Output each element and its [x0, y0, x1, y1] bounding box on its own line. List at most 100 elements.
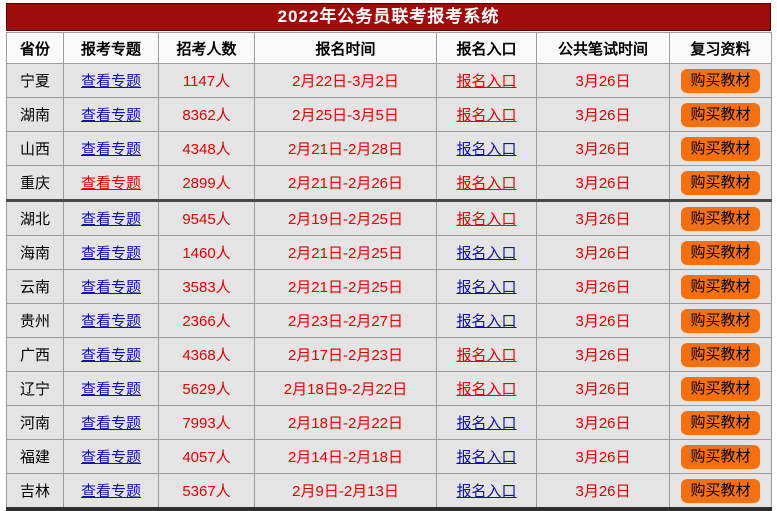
topic-cell: 查看专题	[63, 405, 159, 440]
view-topic-link[interactable]: 查看专题	[80, 141, 141, 158]
registration-entry-link[interactable]: 报名入口	[456, 347, 517, 364]
topic-cell: 查看专题	[63, 269, 159, 304]
buy-materials-button[interactable]: 购买教材	[681, 102, 760, 127]
reg-time-cell: 2月19日-2月25日	[254, 199, 437, 236]
entry-cell: 报名入口	[436, 131, 537, 166]
province-cell: 吉林	[6, 473, 64, 510]
buy-materials-button[interactable]: 购买教材	[681, 170, 760, 195]
buy-materials-button[interactable]: 购买教材	[681, 136, 760, 161]
view-topic-link[interactable]: 查看专题	[80, 381, 141, 398]
buy-materials-button[interactable]: 购买教材	[681, 308, 760, 333]
entry-cell: 报名入口	[436, 405, 537, 440]
view-topic-link[interactable]: 查看专题	[80, 107, 141, 124]
view-topic-link[interactable]: 查看专题	[80, 483, 141, 500]
registration-entry-link[interactable]: 报名入口	[456, 73, 517, 90]
column-header-reg-time: 报名时间	[254, 32, 437, 64]
registration-entry-link[interactable]: 报名入口	[456, 415, 517, 432]
count-cell: 5629人	[158, 371, 255, 406]
count-cell: 4057人	[158, 439, 255, 474]
registration-entry-link[interactable]: 报名入口	[456, 175, 517, 192]
view-topic-link[interactable]: 查看专题	[80, 73, 141, 90]
table-row: 湖南 查看专题 8362人 2月25日-3月5日 报名入口 3月26日 购买教材	[6, 97, 772, 132]
materials-cell: 购买教材	[669, 235, 772, 270]
reg-time-cell: 2月14日-2月18日	[254, 439, 437, 474]
table-row: 云南 查看专题 3583人 2月21日-2月25日 报名入口 3月26日 购买教…	[6, 269, 772, 304]
topic-cell: 查看专题	[63, 97, 159, 132]
reg-time-cell: 2月17日-2月23日	[254, 337, 437, 372]
materials-cell: 购买教材	[669, 63, 772, 98]
buy-materials-button[interactable]: 购买教材	[681, 240, 760, 265]
topic-cell: 查看专题	[63, 235, 159, 270]
province-cell: 云南	[6, 269, 64, 304]
view-topic-link[interactable]: 查看专题	[80, 347, 141, 364]
count-cell: 7993人	[158, 405, 255, 440]
reg-time-cell: 2月9日-2月13日	[254, 473, 437, 510]
materials-cell: 购买教材	[669, 371, 772, 406]
count-cell: 4348人	[158, 131, 255, 166]
view-topic-link[interactable]: 查看专题	[80, 313, 141, 330]
entry-cell: 报名入口	[436, 235, 537, 270]
column-header-province: 省份	[6, 32, 64, 64]
materials-cell: 购买教材	[669, 439, 772, 474]
province-cell: 湖南	[6, 97, 64, 132]
table-row: 湖北 查看专题 9545人 2月19日-2月25日 报名入口 3月26日 购买教…	[6, 199, 772, 236]
registration-entry-link[interactable]: 报名入口	[456, 483, 517, 500]
materials-cell: 购买教材	[669, 97, 772, 132]
exam-time-cell: 3月26日	[536, 235, 670, 270]
topic-cell: 查看专题	[63, 337, 159, 372]
registration-entry-link[interactable]: 报名入口	[456, 381, 517, 398]
registration-entry-link[interactable]: 报名入口	[456, 141, 517, 158]
province-cell: 河南	[6, 405, 64, 440]
table-row: 山西 查看专题 4348人 2月21日-2月28日 报名入口 3月26日 购买教…	[6, 131, 772, 166]
province-cell: 广西	[6, 337, 64, 372]
buy-materials-button[interactable]: 购买教材	[681, 206, 760, 231]
registration-entry-link[interactable]: 报名入口	[456, 211, 517, 228]
topic-cell: 查看专题	[63, 199, 159, 236]
exam-time-cell: 3月26日	[536, 337, 670, 372]
province-cell: 福建	[6, 439, 64, 474]
table-row: 贵州 查看专题 2366人 2月23日-2月27日 报名入口 3月26日 购买教…	[6, 303, 772, 338]
buy-materials-button[interactable]: 购买教材	[681, 376, 760, 401]
reg-time-cell: 2月25日-3月5日	[254, 97, 437, 132]
registration-entry-link[interactable]: 报名入口	[456, 279, 517, 296]
reg-time-cell: 2月21日-2月28日	[254, 131, 437, 166]
view-topic-link[interactable]: 查看专题	[80, 279, 141, 296]
reg-time-cell: 2月18日9-2月22日	[254, 371, 437, 406]
exam-time-cell: 3月26日	[536, 371, 670, 406]
exam-time-cell: 3月26日	[536, 405, 670, 440]
province-cell: 山西	[6, 131, 64, 166]
registration-table: 省份 报考专题 招考人数 报名时间 报名入口 公共笔试时间 复习资料 宁夏 查看…	[6, 32, 772, 511]
materials-cell: 购买教材	[669, 165, 772, 201]
buy-materials-button[interactable]: 购买教材	[681, 444, 760, 469]
buy-materials-button[interactable]: 购买教材	[681, 68, 760, 93]
table-row: 吉林 查看专题 5367人 2月9日-2月13日 报名入口 3月26日 购买教材	[6, 473, 772, 510]
buy-materials-button[interactable]: 购买教材	[681, 410, 760, 435]
table-row: 重庆 查看专题 2899人 2月21日-2月26日 报名入口 3月26日 购买教…	[6, 165, 772, 201]
entry-cell: 报名入口	[436, 269, 537, 304]
topic-cell: 查看专题	[63, 303, 159, 338]
province-cell: 辽宁	[6, 371, 64, 406]
entry-cell: 报名入口	[436, 473, 537, 510]
buy-materials-button[interactable]: 购买教材	[681, 478, 760, 503]
reg-time-cell: 2月18日-2月22日	[254, 405, 437, 440]
view-topic-link[interactable]: 查看专题	[80, 415, 141, 432]
reg-time-cell: 2月23日-2月27日	[254, 303, 437, 338]
view-topic-link[interactable]: 查看专题	[80, 175, 141, 192]
buy-materials-button[interactable]: 购买教材	[681, 274, 760, 299]
materials-cell: 购买教材	[669, 405, 772, 440]
view-topic-link[interactable]: 查看专题	[80, 211, 141, 228]
registration-entry-link[interactable]: 报名入口	[456, 107, 517, 124]
province-cell: 海南	[6, 235, 64, 270]
view-topic-link[interactable]: 查看专题	[80, 245, 141, 262]
registration-entry-link[interactable]: 报名入口	[456, 313, 517, 330]
entry-cell: 报名入口	[436, 97, 537, 132]
province-cell: 重庆	[6, 165, 64, 201]
count-cell: 3583人	[158, 269, 255, 304]
view-topic-link[interactable]: 查看专题	[80, 449, 141, 466]
exam-time-cell: 3月26日	[536, 199, 670, 236]
registration-entry-link[interactable]: 报名入口	[456, 449, 517, 466]
column-header-materials: 复习资料	[669, 32, 772, 64]
buy-materials-button[interactable]: 购买教材	[681, 342, 760, 367]
registration-entry-link[interactable]: 报名入口	[456, 245, 517, 262]
exam-time-cell: 3月26日	[536, 63, 670, 98]
